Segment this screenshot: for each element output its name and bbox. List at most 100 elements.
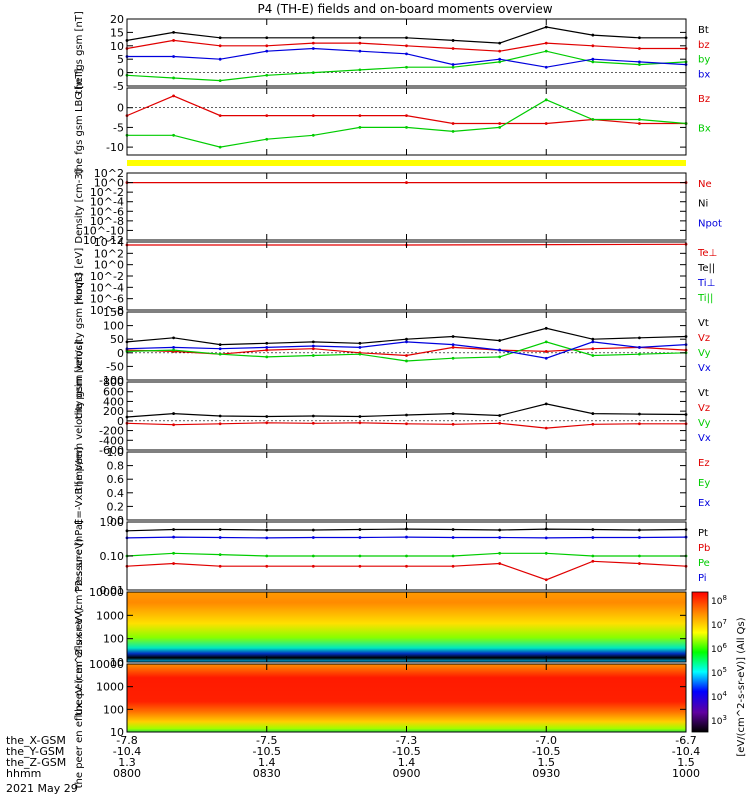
- data-point: [311, 41, 315, 45]
- data-point: [638, 536, 641, 539]
- data-point: [218, 114, 222, 117]
- data-point: [405, 359, 408, 363]
- data-point: [405, 554, 408, 558]
- legend-entry-Bz: Bz: [698, 94, 710, 105]
- y-tick-label: 10^4: [94, 236, 124, 249]
- y-tick-label: 100: [103, 320, 124, 333]
- data-point: [172, 336, 175, 340]
- data-point: [591, 412, 595, 415]
- data-point: [405, 36, 408, 40]
- data-point: [265, 554, 269, 558]
- legend-entry-Bt: Bt: [698, 25, 709, 36]
- data-point: [638, 60, 641, 64]
- data-point: [638, 36, 641, 40]
- axis-row-value: 1000: [672, 767, 700, 780]
- axis-row-value: -10.5: [532, 745, 560, 758]
- data-point: [311, 354, 315, 357]
- legend-entry-Ne: Ne: [698, 179, 712, 190]
- legend-entry-bx: bx: [698, 69, 710, 80]
- legend-entry-Vy: Vy: [698, 348, 711, 359]
- data-point: [405, 354, 408, 357]
- y-tick-label: 0: [117, 102, 124, 115]
- data-point: [265, 49, 269, 53]
- y-tick-label: 10^-4: [90, 281, 124, 294]
- data-point: [591, 340, 595, 344]
- data-point: [544, 122, 548, 125]
- data-point: [591, 44, 595, 48]
- data-point: [265, 341, 269, 345]
- data-point: [358, 345, 362, 349]
- y-tick-label: -50: [106, 360, 124, 373]
- y-tick-label: 0.8: [107, 460, 125, 473]
- data-point: [405, 564, 408, 568]
- panel-10: 10000 1000 100 10 the peer en eflux eV (cm^2…: [74, 608, 687, 789]
- data-point: [451, 47, 455, 50]
- axis-row-value: 0830: [253, 767, 281, 780]
- legend-entry-Ni: Ni: [698, 199, 708, 210]
- data-point: [405, 422, 408, 426]
- data-point: [218, 564, 222, 568]
- y-tick-label: -5: [113, 80, 124, 93]
- data-point: [311, 47, 315, 50]
- y-tick-label: 0.2: [107, 500, 125, 513]
- data-point: [638, 528, 641, 532]
- y-tick-label: 10^-10: [83, 224, 124, 237]
- axis-row-value: 0800: [113, 767, 141, 780]
- legend-entry-Vy: Vy: [698, 418, 711, 429]
- panel-8: 1.00 0.10 0.01 Pressure [nPa] Pt Pb Pe Pi: [74, 516, 710, 597]
- data-point: [591, 337, 595, 341]
- data-point: [451, 65, 455, 69]
- y-axis-label: the peer en eflux eV (cm^2-s-sr-eV): [74, 608, 85, 789]
- data-point: [591, 60, 595, 64]
- colorbar-label: [eV/(cm^2-s-sr-eV)] (All Qs): [736, 617, 747, 756]
- data-point: [218, 343, 222, 347]
- data-point: [544, 25, 548, 29]
- y-tick-label: 200: [103, 405, 124, 418]
- panel-7: 1.00.80.60.40.20.0 E=-VxB [mV/m] Ez Ey Ex: [74, 446, 710, 527]
- y-axis-label: the fgs gsm [nT]: [74, 11, 85, 94]
- y-tick-label: 10^0: [94, 177, 124, 190]
- time-axis-rows: the_X-GSM -7.8 -7.5 -7.3 -7.0 -6.7 the_Y-GSM -1…: [6, 734, 700, 780]
- data-point: [311, 344, 315, 348]
- legend-entry-Ex: Ex: [698, 498, 710, 509]
- legend-entry-Pb: Pb: [698, 543, 710, 554]
- data-point: [405, 126, 408, 129]
- y-tick-label: 1000: [96, 681, 124, 694]
- data-point: [172, 528, 175, 531]
- data-point: [638, 122, 641, 125]
- axis-row-value: 0900: [393, 767, 421, 780]
- y-tick-label: 0.0: [107, 514, 125, 527]
- data-point: [451, 122, 455, 125]
- y-tick-label: 10000: [89, 658, 124, 671]
- data-point: [218, 79, 222, 83]
- data-point: [591, 354, 595, 357]
- axis-row-label: the_X-GSM: [6, 734, 66, 747]
- data-point: [218, 422, 222, 426]
- y-tick-label: 10^-4: [90, 196, 124, 209]
- data-point: [638, 352, 641, 356]
- data-point: [498, 339, 502, 342]
- y-tick-label: -100: [99, 374, 124, 387]
- data-point: [311, 421, 315, 425]
- data-point: [172, 551, 175, 555]
- data-point: [358, 68, 362, 72]
- legend-entry-Ez: Ez: [698, 458, 710, 469]
- data-point: [451, 564, 455, 568]
- axis-row-label: the_Y-GSM: [6, 745, 64, 758]
- data-point: [358, 564, 362, 568]
- y-axis-label: Pressure [nPa]: [74, 520, 85, 592]
- y-tick-label: 20: [110, 13, 124, 26]
- legend-entry-Ti||: Ti||: [697, 293, 713, 304]
- axis-row-value: 1.4: [258, 756, 276, 769]
- data-point: [358, 421, 362, 425]
- legend-entry-Ti⊥: Ti⊥: [697, 278, 715, 289]
- data-point: [358, 554, 362, 558]
- data-point: [591, 422, 595, 426]
- data-point: [591, 528, 595, 531]
- data-point: [451, 422, 455, 426]
- y-tick-label: 150: [103, 306, 124, 319]
- data-point: [172, 348, 175, 352]
- data-point: [172, 345, 175, 349]
